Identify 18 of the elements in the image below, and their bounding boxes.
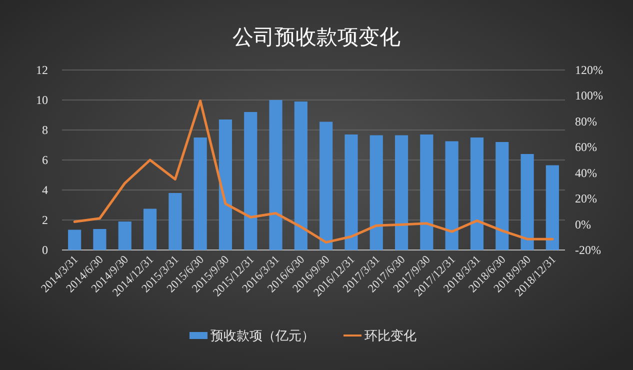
y2-tick-label: 0% <box>575 217 591 232</box>
y-tick-label: 0 <box>42 243 48 257</box>
legend-label: 预收款项（亿元） <box>210 328 314 343</box>
y2-tick-label: 120% <box>575 63 603 77</box>
y2-tick-label: 20% <box>575 192 597 206</box>
y-tick-label: 8 <box>42 123 48 137</box>
legend-label: 环比变化 <box>364 328 416 343</box>
y-tick-label: 4 <box>42 183 48 197</box>
y-tick-label: 10 <box>36 93 48 107</box>
y2-tick-label: 40% <box>575 166 597 180</box>
y2-tick-label: 100% <box>575 88 603 103</box>
y-tick-label: 6 <box>42 153 48 167</box>
y-tick-label: 2 <box>42 213 48 227</box>
y-tick-label: 12 <box>36 63 48 77</box>
y2-tick-label: 80% <box>575 114 597 128</box>
chart-title: 公司预收款项变化 <box>232 25 400 49</box>
y2-tick-label: 60% <box>575 140 597 154</box>
y2-tick-label: -20% <box>575 243 601 257</box>
